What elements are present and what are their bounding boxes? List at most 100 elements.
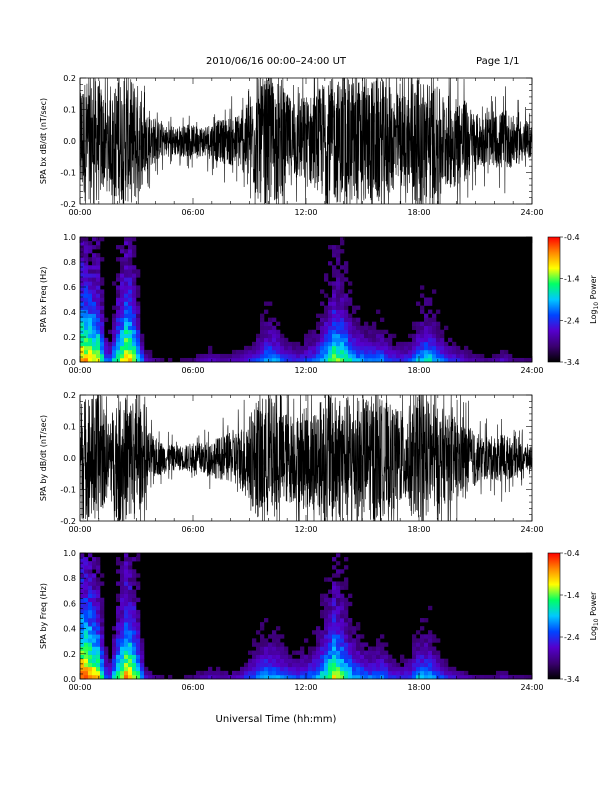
spectrogram-cell xyxy=(260,333,265,339)
spectrogram-cell xyxy=(404,662,409,668)
spectrogram-cell xyxy=(92,297,97,302)
spectrogram-cell xyxy=(420,341,425,347)
spectrogram-cell xyxy=(280,650,285,655)
spectrogram-cell xyxy=(260,650,265,655)
spectrogram-cell xyxy=(328,305,333,310)
spectrogram-cell xyxy=(352,325,357,331)
spectrogram-cell xyxy=(384,662,389,668)
spectrogram-cell xyxy=(140,642,145,647)
spectrogram-cell xyxy=(424,650,429,655)
spectrogram-cell xyxy=(272,357,277,363)
spectrogram-cell xyxy=(296,674,301,680)
spectrogram-cell xyxy=(372,658,377,664)
colorbar-tick-label: -0.4 xyxy=(564,233,580,242)
spectrogram-cell xyxy=(96,585,101,590)
spectrogram-cell xyxy=(124,674,129,680)
spectrogram-cell xyxy=(380,666,385,672)
spectrogram-cell xyxy=(316,313,321,318)
spectrogram-cell xyxy=(100,662,105,668)
spectrogram-cell xyxy=(344,670,349,676)
spectrogram-cell xyxy=(256,674,261,680)
spectrogram-cell xyxy=(356,353,361,359)
spectrogram-cell xyxy=(84,565,89,570)
page-number: Page 1/1 xyxy=(476,56,519,67)
spectrogram-cell xyxy=(100,329,105,335)
spectrogram-cell xyxy=(352,309,357,314)
spectrogram-cell xyxy=(348,642,353,647)
spectrogram-cell xyxy=(264,353,269,359)
spectrogram-cell xyxy=(80,317,85,322)
spectrogram-cell xyxy=(120,585,125,590)
spectrogram-cell xyxy=(352,674,357,680)
spectrogram-cell xyxy=(116,349,121,355)
y-tick-label: -0.1 xyxy=(60,486,76,495)
spectrogram-cell xyxy=(348,638,353,643)
spectrogram-cell xyxy=(100,658,105,664)
spectrogram-cell xyxy=(376,662,381,668)
spectrogram-cell xyxy=(404,345,409,351)
spectrogram-cell xyxy=(132,253,137,258)
y-axis-label: SPA by Freq (Hz) xyxy=(39,583,48,649)
spectrogram-cell xyxy=(84,618,89,623)
spectrogram-cell xyxy=(120,589,125,594)
spectrogram-cell xyxy=(120,618,125,623)
spectrogram-cell xyxy=(344,293,349,298)
spectrogram-cell xyxy=(240,670,245,676)
spectrogram-cell xyxy=(252,670,257,676)
spectrogram-cell xyxy=(108,674,113,680)
spectrogram-cell xyxy=(132,237,137,242)
spectrogram-cell xyxy=(324,662,329,668)
spectrogram-cell xyxy=(124,642,129,647)
spectrogram-cell xyxy=(116,658,121,664)
spectrogram-cell xyxy=(360,658,365,664)
spectrogram-cell xyxy=(280,674,285,680)
spectrogram-cell xyxy=(108,353,113,359)
spectrogram-cell xyxy=(96,277,101,282)
spectrogram-cell xyxy=(432,321,437,327)
spectrogram-cell xyxy=(140,357,145,363)
spectrogram-cell xyxy=(128,249,133,254)
spectrogram-cell xyxy=(136,638,141,643)
spectrogram-cell xyxy=(280,333,285,339)
spectrogram-cell xyxy=(104,345,109,351)
spectrogram-cell xyxy=(340,293,345,298)
spectrogram-cell xyxy=(352,638,357,643)
spectrogram-cell xyxy=(340,265,345,270)
spectrogram-cell xyxy=(460,357,465,363)
spectrogram-cell xyxy=(156,674,161,680)
spectrogram-cell xyxy=(296,345,301,351)
spectrogram-cell xyxy=(116,650,121,655)
spectrogram-cell xyxy=(260,670,265,676)
y-tick-label: 1.0 xyxy=(63,233,76,242)
spectrogram-cell xyxy=(112,357,117,363)
spectrogram-cell xyxy=(272,638,277,643)
spectrogram-cell xyxy=(276,341,281,347)
spectrogram-cell xyxy=(80,337,85,343)
spectrogram-cell xyxy=(88,565,93,570)
spectrogram-cell xyxy=(328,642,333,647)
spectrogram-cell xyxy=(160,674,165,680)
spectrogram-cell xyxy=(424,357,429,363)
spectrogram-cell xyxy=(92,670,97,676)
spectrogram-cell xyxy=(124,249,129,254)
spectrogram-cell xyxy=(328,577,333,582)
spectrogram-cell xyxy=(84,265,89,270)
spectrogram-cell xyxy=(352,341,357,347)
spectrogram-cell xyxy=(96,357,101,363)
spectrogram-cell xyxy=(336,618,341,623)
spectrogram-cell xyxy=(344,642,349,647)
spectrogram-cell xyxy=(316,337,321,343)
spectrogram-cell xyxy=(428,301,433,306)
spectrogram-cell xyxy=(252,345,257,351)
spectrogram-cell xyxy=(112,638,117,643)
spectrogram-cell xyxy=(96,609,101,615)
waveform-line xyxy=(79,394,533,522)
spectrogram-cell xyxy=(80,273,85,278)
spectrogram-cell xyxy=(248,658,253,664)
spectrogram-cell xyxy=(120,245,125,250)
spectrogram-cell xyxy=(128,585,133,590)
spectrogram-cell xyxy=(344,601,349,607)
spectrogram-cell xyxy=(384,349,389,355)
spectrogram-cell xyxy=(412,325,417,331)
spectrogram-cell xyxy=(92,337,97,343)
